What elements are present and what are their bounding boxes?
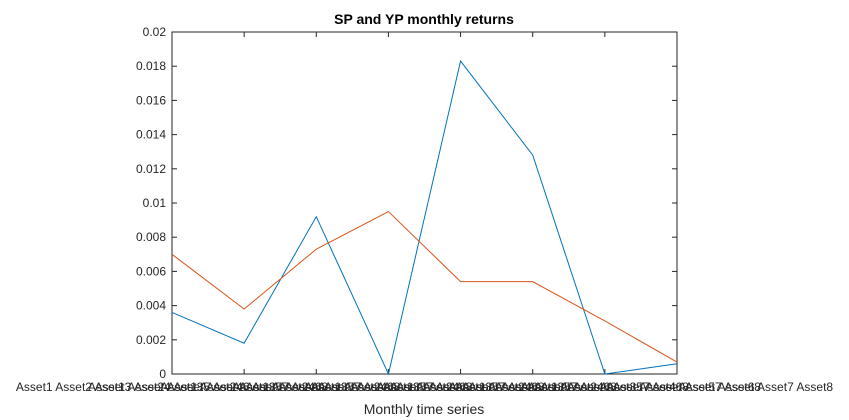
x-tick-label: Asset1 Asset2 Asset3 Asset4 Asset5 Asset…: [521, 380, 834, 394]
y-tick-label: 0.002: [136, 333, 166, 347]
y-tick-label: 0.016: [136, 93, 166, 107]
x-axis: Asset1 Asset2 Asset3 Asset4 Asset5 Asset…: [16, 32, 834, 394]
y-tick-label: 0.006: [136, 264, 166, 278]
y-tick-label: 0.02: [143, 25, 167, 39]
x-tick-label: Asset1 Asset2 Asset3 Asset4 Asset5 Asset…: [449, 380, 762, 394]
y-axis: 0 0.002 0.004 0.006 0.008 0.01 0.012 0.014 0.016…: [136, 25, 677, 381]
plot-area: [171, 31, 678, 375]
y-tick-label: 0.008: [136, 230, 166, 244]
x-tick-label: Asset1 Asset2 Asset3 Asset4 Asset5 Asset…: [232, 380, 545, 394]
series-line-1: [171, 59, 678, 376]
x-tick-label: Asset1 Asset2 Asset3 Asset4 Asset5 Asset…: [377, 380, 690, 394]
y-tick-label: 0.004: [136, 299, 166, 313]
y-tick-label: 0: [159, 367, 166, 381]
y-tick-label: 0.014: [136, 128, 166, 142]
x-tick-label: Asset1 Asset2 Asset3 Asset4 Asset5 Asset…: [88, 380, 401, 394]
series-line-2: [171, 210, 678, 363]
x-axis-label: Monthly time series: [364, 401, 485, 417]
x-tick-label: Asset1 Asset2 Asset3 Asset4 Asset5 Asset…: [16, 380, 329, 394]
y-tick-label: 0.018: [136, 59, 166, 73]
x-tick-label: Asset1 Asset2 Asset3 Asset4 Asset5 Asset…: [160, 380, 473, 394]
series-group: [171, 59, 678, 376]
chart-title: SP and YP monthly returns: [334, 11, 514, 27]
x-tick-label: Asset1 Asset2 Asset3 Asset4 Asset5 Asset…: [304, 380, 617, 394]
y-tick-label: 0.012: [136, 162, 166, 176]
y-tick-label: 0.01: [143, 196, 167, 210]
